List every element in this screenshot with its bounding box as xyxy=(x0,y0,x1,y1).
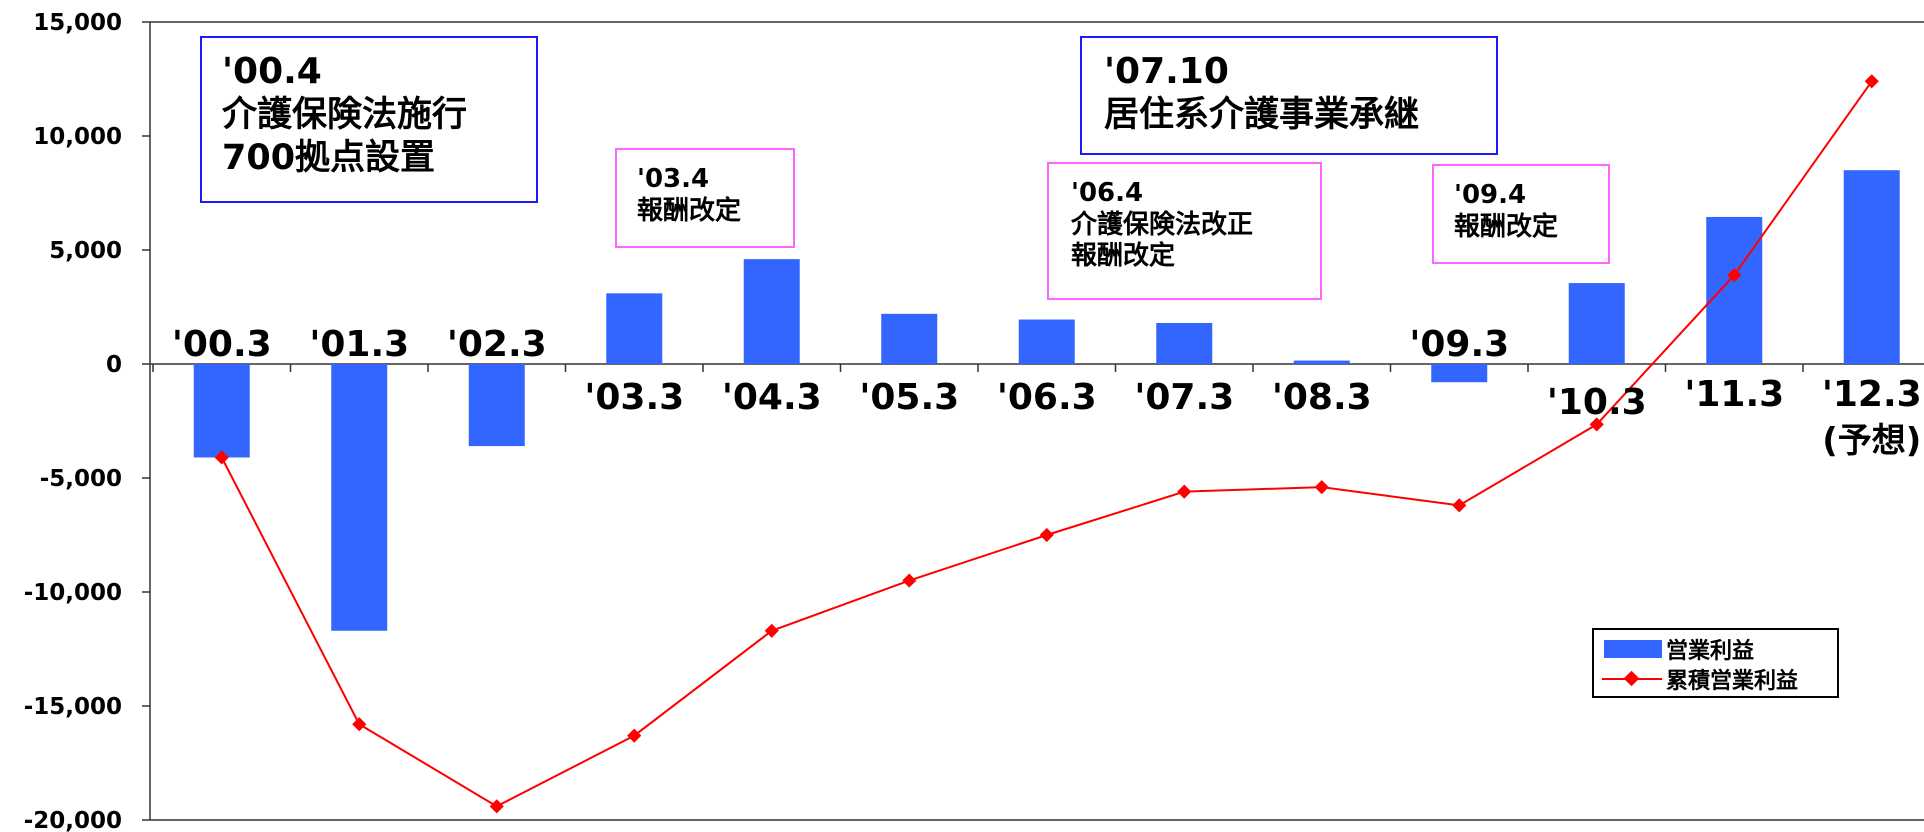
annotation-text: 介護保険法施行 xyxy=(222,94,468,135)
annotation-text: 介護保険法改正 xyxy=(1071,209,1254,240)
bar-003 xyxy=(193,364,250,458)
bar-093 xyxy=(1431,364,1488,383)
line-point xyxy=(1452,498,1467,513)
annotation-2006-04: '06.4 介護保険法改正 報酬改定 xyxy=(1047,162,1322,300)
bar-053 xyxy=(881,313,938,364)
category-label: '01.3 xyxy=(309,324,409,365)
category-label: '10.3 xyxy=(1547,382,1647,423)
legend-label: 累積営業利益 xyxy=(1666,669,1799,694)
y-tick-label: 0 xyxy=(106,352,122,378)
bar-023 xyxy=(468,364,525,447)
line-point xyxy=(1177,484,1192,499)
annotation-2009-04: '09.4 報酬改定 xyxy=(1432,164,1610,264)
y-tick-label: -15,000 xyxy=(24,694,122,720)
category-label: '09.3 xyxy=(1409,324,1509,365)
bar-123 xyxy=(1843,170,1900,364)
bars xyxy=(193,170,1900,631)
y-tick-labels: 15,000 10,000 5,000 0 -5,000 -10,000 -15,000 -2… xyxy=(24,10,122,832)
category-labels: '00.3 '01.3 '02.3 '03.3 '04.3 '05.3 '06.3 '07.3… xyxy=(172,324,1922,461)
line-point xyxy=(1314,480,1329,495)
line-point xyxy=(902,573,917,588)
annotation-text: 700拠点設置 xyxy=(222,137,436,178)
category-label: '12.3 xyxy=(1822,374,1922,415)
annotation-text: 報酬改定 xyxy=(637,195,742,226)
y-tick-label: 5,000 xyxy=(49,238,122,264)
bar-013 xyxy=(331,364,388,631)
line-point xyxy=(352,717,367,732)
legend-item-operating-profit: 営業利益 xyxy=(1594,634,1754,664)
category-label: '08.3 xyxy=(1272,377,1372,418)
legend-swatch-bar xyxy=(1604,640,1662,658)
line-point xyxy=(1864,74,1879,89)
line-point xyxy=(627,728,642,743)
line-point xyxy=(1727,268,1742,283)
line-point xyxy=(764,623,779,638)
bar-063 xyxy=(1018,319,1075,364)
category-label: '11.3 xyxy=(1684,374,1784,415)
annotation-2007-10: '07.10 居住系介護事業承継 xyxy=(1080,36,1498,155)
bar-073 xyxy=(1156,322,1213,364)
annotation-2003-04: '03.4 報酬改定 xyxy=(615,148,795,248)
legend-swatch-line xyxy=(1602,670,1662,687)
y-tick-label: -5,000 xyxy=(40,466,122,492)
category-label: '02.3 xyxy=(447,324,547,365)
y-tick-label: 10,000 xyxy=(33,124,122,150)
line-point xyxy=(214,450,229,465)
bar-113 xyxy=(1706,216,1763,364)
legend-label: 営業利益 xyxy=(1666,639,1755,664)
forecast-note: (予想) xyxy=(1822,421,1921,461)
line-point xyxy=(1039,527,1054,543)
line-point xyxy=(489,799,504,814)
category-label: '03.3 xyxy=(584,377,684,418)
legend: 営業利益 累積営業利益 xyxy=(1592,628,1839,698)
y-tick-label: -10,000 xyxy=(24,580,122,606)
annotation-date: '06.4 xyxy=(1071,178,1144,208)
category-label: '05.3 xyxy=(859,377,959,418)
y-tick-label: 15,000 xyxy=(33,10,122,36)
category-label: '06.3 xyxy=(997,377,1097,418)
y-tick-label: -20,000 xyxy=(24,808,122,832)
line-point xyxy=(1589,417,1604,432)
bar-033 xyxy=(606,293,663,364)
legend-item-cumulative-profit: 累積営業利益 xyxy=(1594,664,1798,694)
bar-083 xyxy=(1293,360,1350,364)
annotation-text: 報酬改定 xyxy=(1071,241,1176,272)
category-label: '00.3 xyxy=(172,324,272,365)
bar-103 xyxy=(1568,283,1625,364)
annotation-date: '03.4 xyxy=(637,164,710,194)
annotation-text: 報酬改定 xyxy=(1454,211,1559,242)
category-label: '04.3 xyxy=(722,377,822,418)
annotation-text: 居住系介護事業承継 xyxy=(1104,94,1420,135)
annotation-date: '09.4 xyxy=(1454,180,1527,210)
annotation-date: '00.4 xyxy=(222,51,322,92)
annotation-date: '07.10 xyxy=(1104,51,1229,92)
category-label: '07.3 xyxy=(1134,377,1234,418)
bar-043 xyxy=(743,259,800,364)
cumulative-line xyxy=(214,74,1879,814)
annotation-2000-04: '00.4 介護保険法施行 700拠点設置 xyxy=(200,36,538,203)
